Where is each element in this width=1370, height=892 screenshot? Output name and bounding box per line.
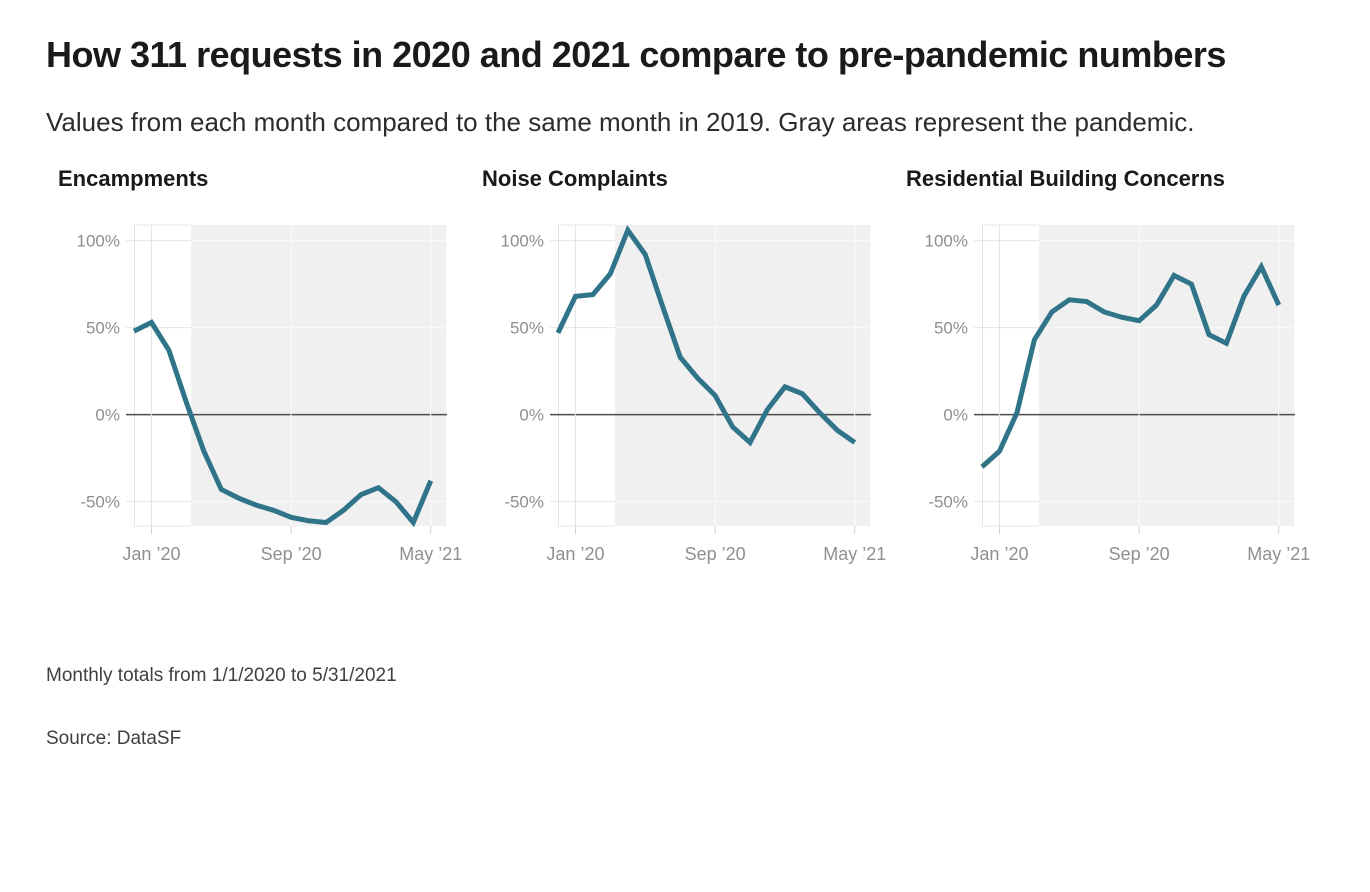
x-axis-tick-label: May ’21 [399, 544, 462, 564]
page-subtitle: Values from each month compared to the s… [46, 106, 1195, 137]
chart-panel-encampments: Encampments 100% 50% 0% -50% Jan ’20 Sep ’20 M… [58, 165, 462, 565]
x-axis-tick-label: Jan ’20 [970, 544, 1028, 564]
x-axis-tick-label: Sep ’20 [261, 544, 322, 564]
page-title: How 311 requests in 2020 and 2021 compar… [46, 34, 1226, 75]
series-line [980, 260, 1282, 469]
pandemic-band [191, 224, 447, 526]
y-axis-tick-label: 100% [501, 231, 544, 250]
x-axis-tick-label: Sep ’20 [685, 544, 746, 564]
y-axis-tick-label: 50% [86, 318, 120, 337]
y-axis-tick-label: 0% [519, 405, 544, 424]
x-axis-tick-label: Jan ’20 [122, 544, 180, 564]
y-axis-tick-label: -50% [928, 492, 968, 511]
chart-panel-residential-building-concerns: Residential Building Concerns 100% 50% 0% -… [906, 165, 1310, 565]
x-axis-tick-label: May ’21 [1247, 544, 1310, 564]
residential-building-concerns-chart: 100% 50% 0% -50% Jan ’20 Sep ’20 May ’21 [925, 224, 1310, 564]
footnote: Monthly totals from 1/1/2020 to 5/31/202… [46, 664, 397, 686]
chart-title-noise-complaints: Noise Complaints [482, 165, 668, 191]
pandemic-band [1039, 224, 1295, 526]
y-axis-tick-label: 0% [943, 405, 968, 424]
series-line [132, 318, 434, 527]
chart-panel-noise-complaints: Noise Complaints 100% 50% 0% -50% Jan ’20 Sep… [482, 165, 886, 565]
chart-title-residential-building-concerns: Residential Building Concerns [906, 165, 1226, 191]
encampments-chart: 100% 50% 0% -50% Jan ’20 Sep ’20 May ’21 [77, 224, 462, 564]
pandemic-band [615, 224, 871, 526]
chart-title-encampments: Encampments [58, 165, 209, 191]
y-axis-tick-label: 100% [77, 231, 120, 250]
y-axis-tick-label: -50% [504, 492, 544, 511]
y-axis-tick-label: 0% [95, 405, 120, 424]
series-line [555, 224, 857, 447]
y-axis-tick-label: -50% [80, 492, 120, 511]
x-axis-tick-label: May ’21 [823, 544, 886, 564]
source-line: Source: DataSF [46, 727, 182, 749]
x-axis-tick-label: Jan ’20 [546, 544, 604, 564]
y-axis-tick-label: 50% [510, 318, 544, 337]
noise-complaints-chart: 100% 50% 0% -50% Jan ’20 Sep ’20 May ’21 [501, 224, 886, 564]
y-axis-tick-label: 50% [934, 318, 968, 337]
charts-row: Encampments 100% 50% 0% -50% Jan ’20 Sep ’20 M… [58, 165, 1330, 565]
y-axis-tick-label: 100% [925, 231, 968, 250]
x-axis-tick-label: Sep ’20 [1109, 544, 1170, 564]
